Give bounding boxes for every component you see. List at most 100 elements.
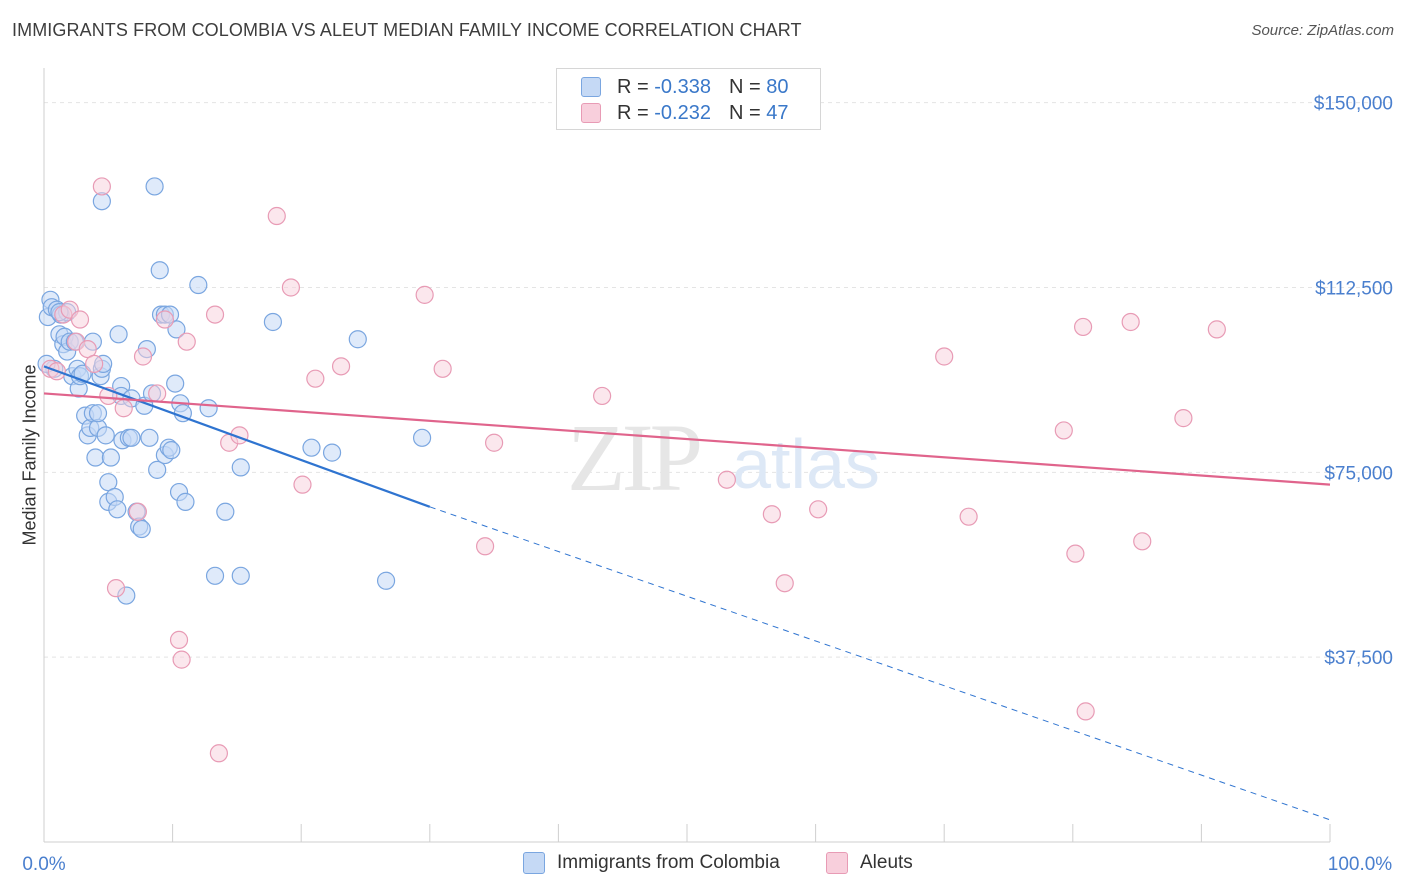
data-point-aleuts	[148, 384, 167, 403]
watermark-atlas: atlas	[732, 425, 880, 503]
bottom-legend-swatch-colombia	[523, 852, 545, 874]
watermark: ZIP atlas	[567, 404, 880, 511]
bottom-legend-aleuts: Aleuts	[826, 852, 913, 874]
data-point-colombia	[145, 177, 164, 196]
data-point-colombia	[86, 448, 105, 467]
data-point-colombia	[108, 500, 127, 519]
data-point-aleuts	[1076, 702, 1095, 721]
correlation-legend: R = -0.338 N = 80 R = -0.232 N = 47	[556, 68, 821, 130]
watermark-zip: ZIP	[567, 404, 700, 511]
data-point-aleuts	[959, 507, 978, 526]
chart-title: IMMIGRANTS FROM COLOMBIA VS ALEUT MEDIAN…	[12, 20, 802, 40]
data-point-aleuts	[485, 433, 504, 452]
legend-swatch-aleuts	[581, 103, 601, 123]
data-point-aleuts	[267, 206, 286, 226]
data-point-aleuts	[205, 305, 225, 324]
legend-n-value: 80	[766, 75, 789, 98]
trend-line-colombia-extension	[429, 506, 1331, 821]
data-point-colombia	[96, 426, 115, 445]
trend-line-aleuts	[43, 392, 1331, 486]
data-point-aleuts	[128, 502, 147, 521]
data-point-colombia	[231, 458, 250, 477]
data-point-aleuts	[717, 470, 736, 489]
legend-n-label: N =	[728, 75, 761, 98]
data-point-colombia	[166, 374, 185, 393]
data-point-colombia	[302, 438, 321, 457]
data-point-aleuts	[775, 574, 794, 593]
data-point-colombia	[412, 428, 432, 447]
x-tick-label: 0.0%	[22, 854, 65, 875]
bottom-legend-label-aleuts: Aleuts	[860, 852, 913, 873]
bottom-legend-label-colombia: Immigrants from Colombia	[557, 852, 780, 873]
data-point-colombia	[150, 261, 169, 280]
data-point-colombia	[101, 448, 120, 467]
data-point-colombia	[148, 460, 167, 479]
y-tick-labels: $37,500 $75,000 $112,500 $150,000	[1314, 94, 1393, 670]
data-point-aleuts	[106, 579, 126, 598]
y-tick-label: $150,000	[1314, 94, 1393, 115]
series-aleuts-points	[41, 177, 1226, 763]
legend-swatch-colombia	[581, 77, 601, 97]
source-label: Source: ZipAtlas.com	[1251, 22, 1394, 39]
data-point-aleuts	[92, 177, 111, 196]
data-point-aleuts	[85, 354, 104, 373]
data-point-colombia	[132, 519, 151, 539]
trend-lines	[43, 365, 1331, 821]
data-point-aleuts	[415, 285, 434, 304]
data-point-aleuts	[433, 359, 452, 378]
data-point-aleuts	[475, 537, 495, 556]
data-point-aleuts	[155, 310, 174, 329]
y-tick-label: $112,500	[1315, 278, 1393, 299]
legend-row-colombia: R = -0.338 N = 80	[581, 75, 788, 99]
data-point-aleuts	[209, 744, 228, 763]
trend-line-colombia	[43, 365, 431, 508]
data-point-aleuts	[593, 386, 612, 406]
data-point-aleuts	[935, 347, 954, 366]
data-point-aleuts	[1066, 544, 1085, 563]
data-point-colombia	[122, 428, 141, 447]
data-point-colombia	[348, 330, 367, 349]
data-point-aleuts	[70, 310, 90, 329]
data-point-aleuts	[762, 505, 781, 524]
data-point-colombia	[189, 275, 208, 295]
bottom-legend-swatch-aleuts	[826, 852, 848, 874]
data-point-colombia	[216, 502, 235, 521]
data-point-aleuts	[281, 278, 301, 297]
legend-n-label: N =	[728, 101, 761, 124]
data-point-colombia	[205, 566, 225, 585]
x-tick-labels: 0.0% 100.0%	[22, 854, 1392, 875]
data-point-aleuts	[293, 475, 312, 494]
data-point-aleuts	[1054, 421, 1073, 440]
legend-n-value: 47	[766, 101, 789, 124]
data-point-aleuts	[172, 650, 191, 669]
data-point-aleuts	[1121, 312, 1140, 332]
data-point-aleuts	[1073, 317, 1093, 337]
data-point-colombia	[376, 571, 396, 590]
data-point-aleuts	[1174, 409, 1193, 428]
data-point-aleuts	[169, 630, 189, 650]
data-point-aleuts	[306, 369, 325, 388]
legend-r-label: R =	[617, 75, 649, 98]
data-point-aleuts	[1133, 532, 1152, 551]
series-colombia-points	[37, 177, 432, 605]
data-point-aleuts	[177, 332, 196, 351]
x-tick-label: 100.0%	[1328, 854, 1393, 875]
data-point-colombia	[88, 404, 108, 423]
data-point-colombia	[109, 325, 128, 344]
y-tick-label: $75,000	[1324, 463, 1393, 484]
data-point-colombia	[140, 428, 159, 447]
legend-r-value: -0.338	[654, 75, 711, 98]
data-point-colombia	[263, 312, 283, 332]
bottom-legend-colombia: Immigrants from Colombia	[523, 852, 780, 874]
axes	[43, 68, 1331, 843]
legend-r-label: R =	[617, 101, 649, 124]
data-point-aleuts	[809, 500, 828, 519]
data-point-aleuts	[331, 357, 351, 376]
legend-row-aleuts: R = -0.232 N = 47	[581, 101, 788, 125]
data-point-colombia	[162, 441, 181, 460]
data-point-colombia	[322, 443, 342, 462]
data-point-aleuts	[114, 399, 133, 418]
data-point-colombia	[199, 399, 218, 418]
data-point-colombia	[167, 320, 186, 339]
